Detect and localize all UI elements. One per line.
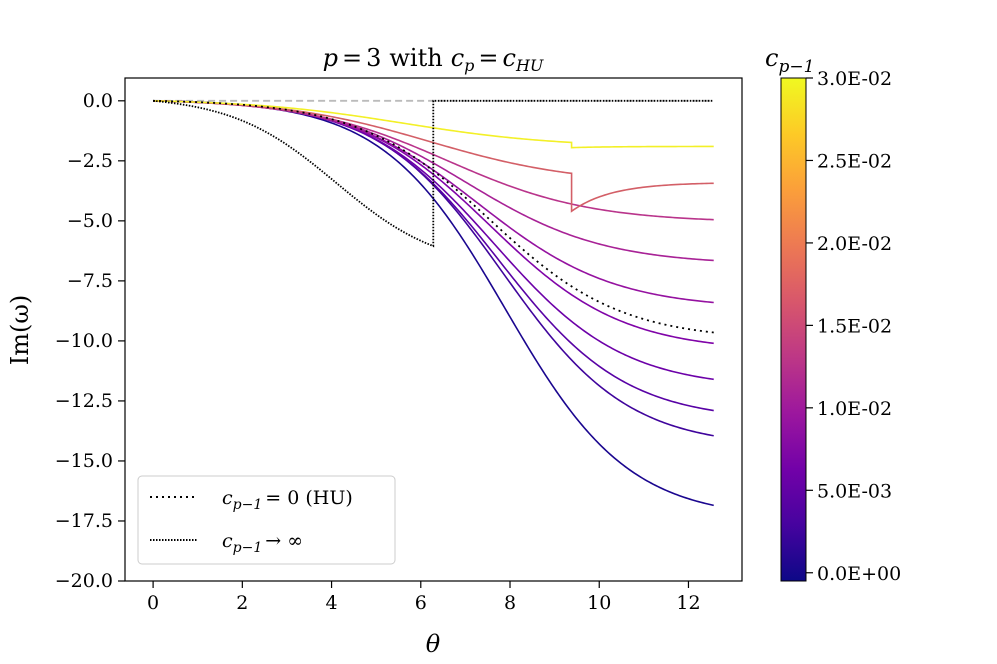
y-axis-ticks: 0.0 −2.5 −5.0 −7.5 −10.0 −12.5 −15.0 −17.5 −20.0: [55, 90, 125, 592]
infinity-curve: [153, 99, 714, 248]
colorbar-tick-label: 0.0E+00: [817, 563, 901, 585]
chart-title: p = 3 with cp = cHU: [323, 44, 544, 75]
y-tick-label: −7.5: [67, 270, 113, 292]
x-tick-label: 2: [236, 592, 248, 614]
colorbar-ticks: 0.0E+00 5.0E-03 1.0E-02 1.5E-02 2.0E-02 2.5E-…: [806, 68, 901, 585]
colorbar-bar: [780, 77, 807, 582]
y-tick-label: −10.0: [55, 330, 113, 352]
y-tick-label: −2.5: [67, 150, 113, 172]
plot-lines: [153, 99, 714, 507]
series-line-8: [153, 100, 714, 221]
y-tick-label: −17.5: [55, 510, 113, 532]
y-axis-label: Im(ω): [6, 295, 34, 366]
colorbar: 0.0E+00 5.0E-03 1.0E-02 1.5E-02 2.0E-02 2.5E-…: [765, 44, 901, 585]
y-tick-label: −5.0: [67, 210, 113, 232]
x-axis-ticks: 0 2 4 6 8 10 12: [147, 581, 701, 614]
y-tick-label: −12.5: [55, 390, 113, 412]
y-tick-label: −15.0: [55, 450, 113, 472]
x-tick-label: 12: [676, 592, 700, 614]
y-tick-label: −20.0: [55, 570, 113, 592]
colorbar-tick-label: 1.0E-02: [817, 398, 892, 420]
x-tick-label: 0: [147, 592, 159, 614]
x-tick-label: 4: [326, 592, 338, 614]
colorbar-tick-label: 2.0E-02: [817, 233, 892, 255]
series-line-10: [153, 100, 714, 149]
colorbar-tick-label: 5.0E-03: [817, 480, 892, 502]
colorbar-tick-label: 2.5E-02: [817, 150, 892, 172]
legend: cp−1 = 0 (HU) cp−1 → ∞: [137, 475, 396, 565]
plot-frame: [124, 77, 743, 582]
colorbar-tick-label: 1.5E-02: [817, 315, 892, 337]
legend-box: [137, 475, 396, 565]
legend-label-hu: cp−1 = 0 (HU): [222, 487, 353, 513]
series-line-9: [153, 100, 714, 213]
colorbar-tick-label: 3.0E-02: [817, 68, 892, 90]
colorbar-label: cp−1: [765, 44, 814, 77]
y-tick-label: 0.0: [83, 90, 113, 112]
x-tick-label: 10: [587, 592, 611, 614]
legend-label-infinity: cp−1 → ∞: [222, 530, 303, 556]
x-axis-label: θ: [426, 630, 441, 658]
hu-curve: [153, 99, 714, 334]
x-tick-label: 8: [504, 592, 516, 614]
x-tick-label: 6: [415, 592, 427, 614]
